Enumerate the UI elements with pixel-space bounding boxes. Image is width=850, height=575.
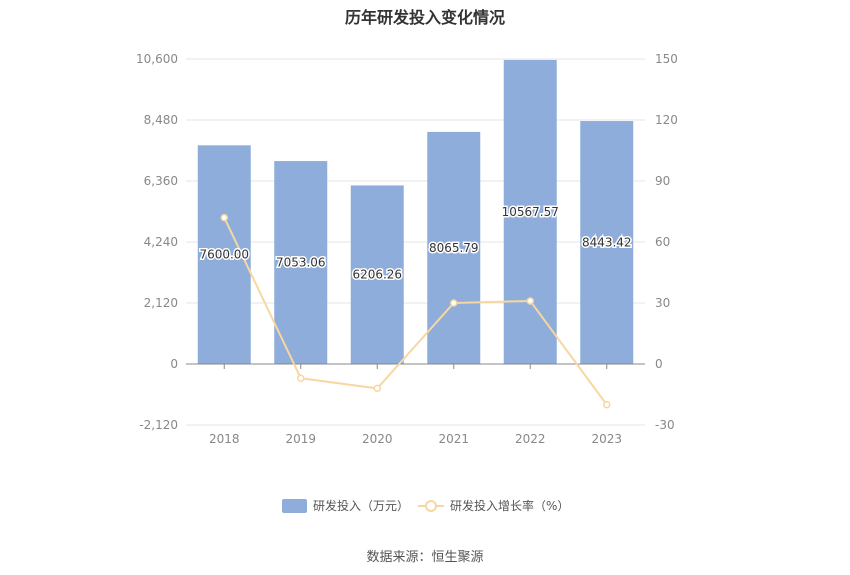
- legend-line-marker: [425, 500, 437, 512]
- right-axis-tick-label: 150: [655, 52, 678, 66]
- bar-data-label: 6206.26: [352, 268, 402, 282]
- bar-data-label: 8443.42: [582, 236, 632, 250]
- growth-rate-point: [526, 297, 534, 305]
- x-axis-tick-label: 2018: [209, 432, 240, 446]
- growth-rate-point: [603, 400, 611, 409]
- growth-rate-point: [373, 384, 381, 393]
- growth-rate-point: [220, 213, 228, 222]
- bar-data-label: 10567.57: [502, 205, 559, 219]
- left-axis-tick-label: 10,600: [136, 52, 178, 66]
- growth-rate-line: [223, 217, 608, 406]
- right-axis-tick-label: 60: [655, 235, 670, 249]
- right-axis-tick-label: 0: [655, 357, 663, 371]
- legend-bar-label[interactable]: 研发投入（万元）: [313, 498, 409, 513]
- bar: [350, 185, 404, 364]
- data-source-note: 数据来源：恒生聚源: [366, 550, 484, 565]
- bar: [274, 161, 328, 364]
- legend-line-label[interactable]: 研发投入增长率（%）: [450, 498, 569, 513]
- legend-bar-swatch[interactable]: [282, 499, 307, 513]
- axis-layer: -2,120 0 2,120 4,240 6,360 8,480 10,600 -30 0 30 6…: [136, 52, 678, 446]
- legend: 研发投入（万元） 研发投入增长率（%）: [282, 498, 569, 513]
- x-axis-tick-label: 2020: [362, 432, 393, 446]
- bar-data-label: 7053.06: [276, 256, 326, 270]
- bar: [503, 59, 557, 364]
- x-axis-tick-label: 2022: [515, 432, 546, 446]
- right-axis-tick-label: 120: [655, 113, 678, 127]
- grid-layer: [186, 58, 645, 426]
- bar: [427, 131, 481, 364]
- left-axis-tick-label: -2,120: [139, 418, 178, 432]
- bar-data-label: 8065.79: [429, 241, 479, 255]
- x-axis-tick-label: 2021: [438, 432, 469, 446]
- bar: [580, 121, 634, 364]
- bar-data-label: 7600.00: [199, 248, 249, 262]
- chart-title: 历年研发投入变化情况: [344, 8, 505, 27]
- left-axis-tick-label: 2,120: [144, 296, 178, 310]
- bar-layer: [197, 59, 634, 364]
- left-axis-tick-label: 6,360: [144, 174, 178, 188]
- left-axis-tick-label: 4,240: [144, 235, 178, 249]
- left-axis-tick-label: 0: [170, 357, 178, 371]
- growth-rate-point: [297, 374, 305, 382]
- right-axis-tick-label: 30: [655, 296, 670, 310]
- x-axis-tick-label: 2023: [591, 432, 622, 446]
- label-layer: 7600.00 7053.06 6206.26 8065.79 10567.57 8443…: [198, 203, 633, 283]
- right-axis-tick-label: -30: [655, 418, 675, 432]
- right-axis-tick-label: 90: [655, 174, 670, 188]
- x-axis-tick-label: 2019: [285, 432, 316, 446]
- growth-rate-point: [450, 299, 458, 307]
- line-layer: [220, 213, 611, 409]
- left-axis-tick-label: 8,480: [144, 113, 178, 127]
